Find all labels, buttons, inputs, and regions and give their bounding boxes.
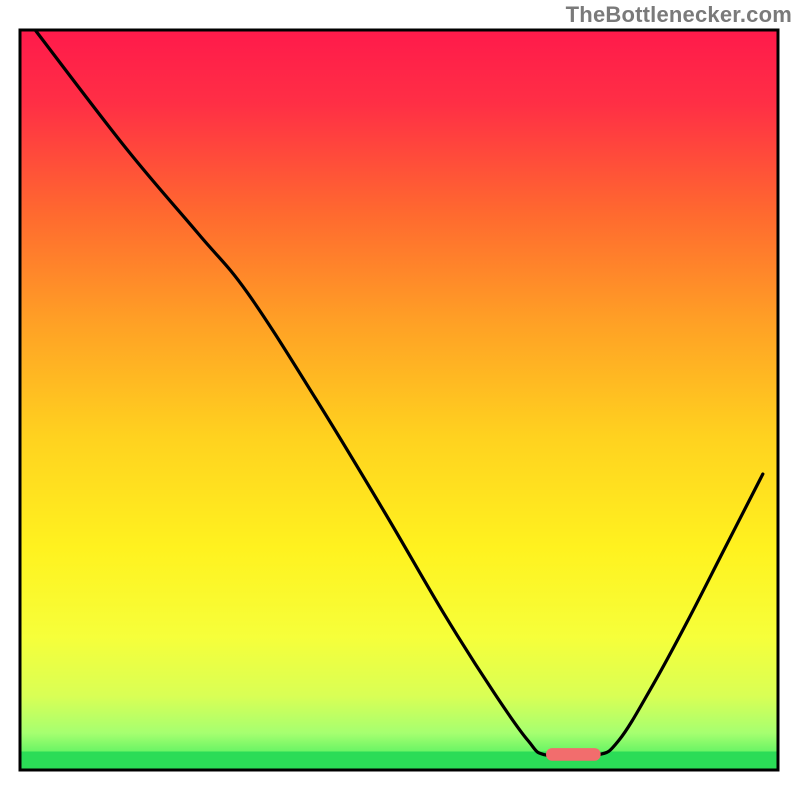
baseline-band <box>20 752 778 771</box>
plot-area <box>20 30 778 770</box>
chart-container: TheBottlenecker.com <box>0 0 800 800</box>
optimum-marker <box>546 748 601 761</box>
bottleneck-chart <box>0 0 800 800</box>
watermark-text: TheBottlenecker.com <box>566 2 792 28</box>
gradient-background <box>20 30 778 770</box>
